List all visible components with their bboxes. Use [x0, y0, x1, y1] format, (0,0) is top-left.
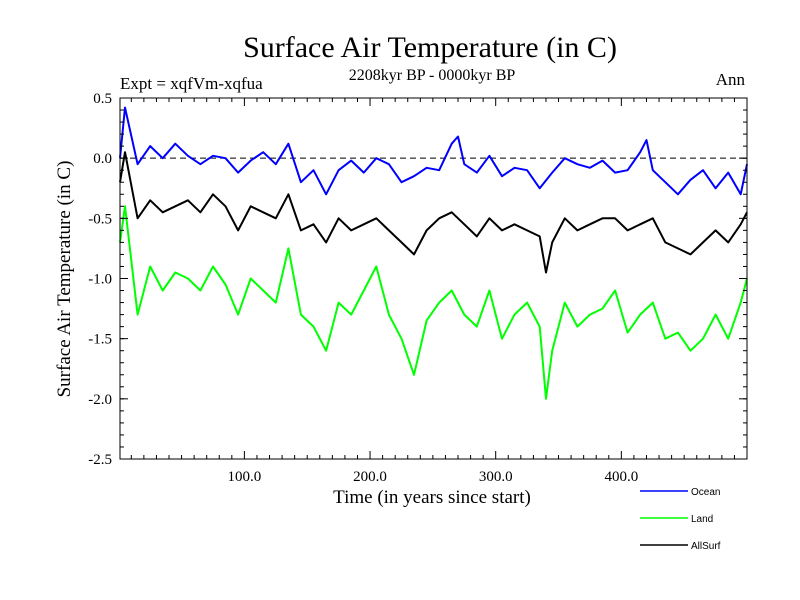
y-tick-label: 0.0	[93, 151, 112, 167]
plot-frame	[119, 97, 748, 460]
season-label: Ann	[716, 70, 746, 89]
series-line-land	[119, 205, 748, 400]
y-tick-label: 0.5	[93, 91, 112, 107]
x-axis-label: Time (in years since start)	[333, 487, 531, 508]
legend-label-land: Land	[691, 514, 713, 525]
chart-title: Surface Air Temperature (in C)	[243, 31, 617, 64]
series-line-ocean	[119, 106, 748, 196]
series-line-allsurf	[119, 151, 748, 274]
chart-subtitle: 2208kyr BP - 0000kyr BP	[349, 67, 516, 84]
y-axis-label: Surface Air Temperature (in C)	[54, 161, 75, 398]
x-tick-label: 100.0	[228, 469, 262, 485]
legend-label-allsurf: AllSurf	[691, 541, 721, 552]
y-tick-label: -2.0	[88, 392, 112, 408]
x-tick-label: 300.0	[479, 469, 513, 485]
experiment-label: Expt = xqfVm-xqfua	[120, 74, 263, 93]
y-tick-label: -1.5	[88, 332, 112, 348]
y-tick-label: -2.5	[88, 452, 112, 468]
y-tick-label: -0.5	[88, 211, 112, 227]
legend-label-ocean: Ocean	[691, 487, 720, 498]
x-tick-label: 400.0	[604, 469, 638, 485]
x-tick-label: 200.0	[353, 469, 387, 485]
y-tick-label: -1.0	[88, 272, 112, 288]
